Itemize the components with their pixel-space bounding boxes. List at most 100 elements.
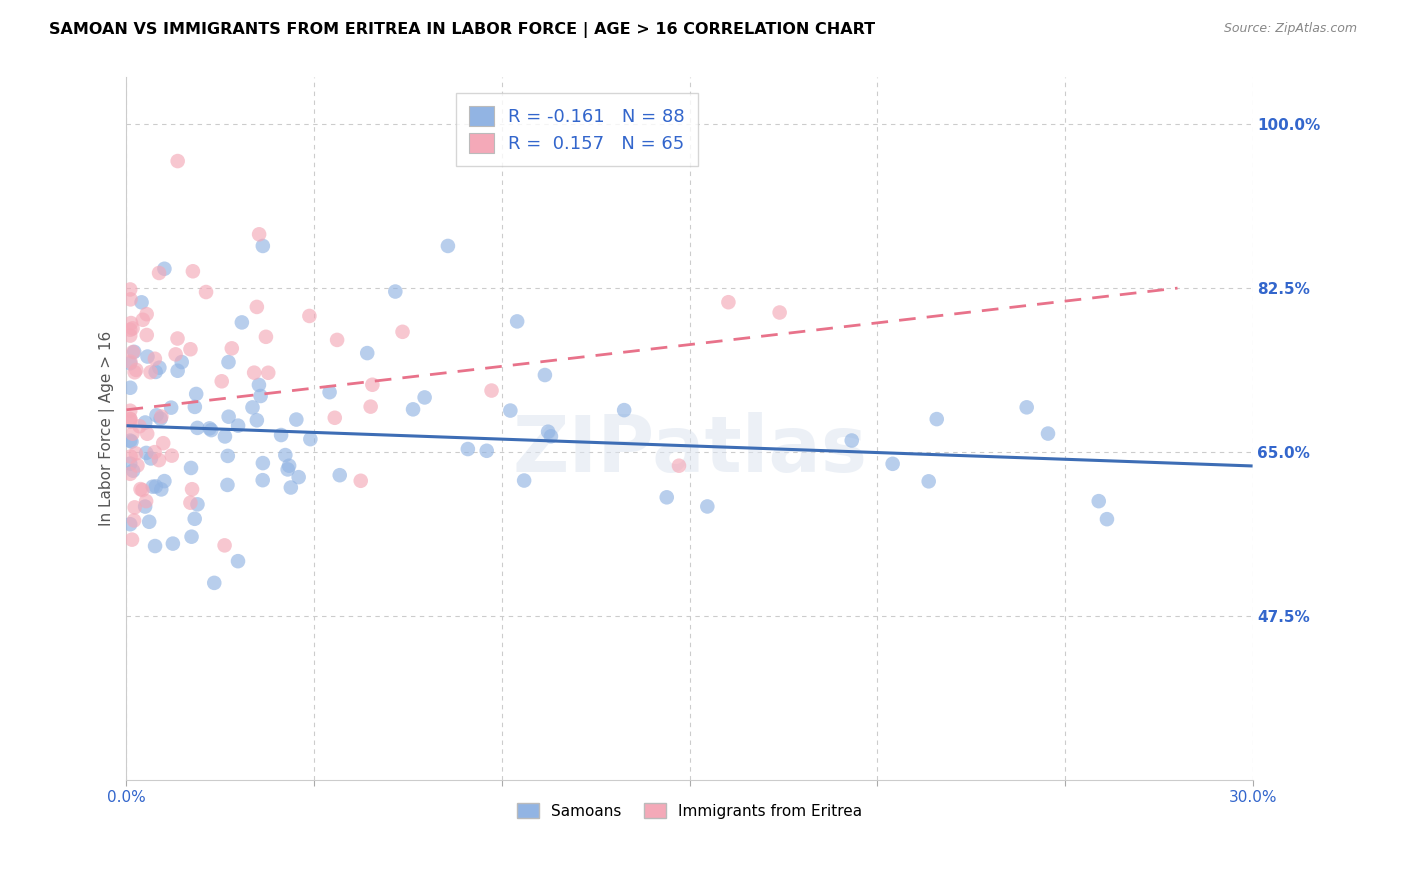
Point — [481, 384, 503, 398]
Point — [134, 500, 156, 514]
Point — [145, 409, 167, 423]
Point — [132, 312, 155, 326]
Text: SAMOAN VS IMMIGRANTS FROM ERITREA IN LABOR FORCE | AGE > 16 CORRELATION CHART: SAMOAN VS IMMIGRANTS FROM ERITREA IN LAB… — [49, 22, 876, 38]
Point — [143, 351, 166, 366]
Point — [121, 434, 143, 449]
Point — [135, 328, 157, 343]
Point — [131, 483, 153, 497]
Point — [153, 261, 176, 276]
Point — [882, 457, 904, 471]
Point — [1036, 426, 1059, 441]
Point — [120, 316, 142, 330]
Point — [138, 515, 160, 529]
Point — [125, 446, 148, 460]
Point — [148, 453, 170, 467]
Point — [180, 530, 202, 544]
Point — [280, 481, 302, 495]
Point — [143, 445, 166, 459]
Point — [183, 512, 205, 526]
Point — [120, 415, 142, 429]
Point — [246, 300, 269, 314]
Point — [142, 480, 165, 494]
Point — [121, 533, 143, 547]
Point — [270, 428, 292, 442]
Point — [217, 478, 239, 492]
Point — [1015, 401, 1038, 415]
Point — [129, 482, 152, 496]
Point — [218, 355, 240, 369]
Point — [181, 264, 204, 278]
Point — [179, 496, 201, 510]
Point — [1095, 512, 1118, 526]
Point — [145, 479, 167, 493]
Point — [120, 517, 142, 532]
Point — [277, 462, 299, 476]
Point — [252, 473, 274, 487]
Point — [145, 365, 167, 379]
Point — [1087, 494, 1109, 508]
Point — [181, 482, 204, 496]
Point — [131, 295, 153, 310]
Point — [717, 295, 740, 310]
Point — [457, 442, 479, 456]
Point — [696, 500, 718, 514]
Point — [200, 423, 222, 437]
Point — [120, 457, 142, 471]
Point — [537, 425, 560, 439]
Point — [120, 283, 142, 297]
Point — [184, 400, 207, 414]
Point — [437, 239, 460, 253]
Point — [249, 389, 271, 403]
Point — [166, 154, 188, 169]
Point — [195, 285, 218, 299]
Point — [247, 378, 270, 392]
Point — [122, 513, 145, 527]
Point — [135, 307, 157, 321]
Point — [152, 436, 174, 450]
Point — [252, 239, 274, 253]
Point — [287, 470, 309, 484]
Point — [299, 432, 322, 446]
Point — [165, 347, 187, 361]
Text: ZIPatlas: ZIPatlas — [512, 411, 868, 488]
Point — [179, 343, 201, 357]
Point — [148, 266, 170, 280]
Point — [534, 368, 557, 382]
Point — [217, 449, 239, 463]
Point — [221, 342, 243, 356]
Point — [139, 451, 162, 466]
Point — [202, 575, 225, 590]
Point — [135, 494, 157, 508]
Point — [274, 448, 297, 462]
Point — [402, 402, 425, 417]
Point — [135, 446, 157, 460]
Point — [120, 328, 142, 343]
Point — [285, 412, 308, 426]
Point — [211, 374, 233, 388]
Point — [769, 305, 792, 319]
Point — [214, 429, 236, 443]
Point — [180, 461, 202, 475]
Point — [136, 426, 159, 441]
Point — [278, 458, 301, 473]
Point — [143, 539, 166, 553]
Point — [925, 412, 948, 426]
Point — [841, 434, 863, 448]
Point — [170, 355, 193, 369]
Point — [160, 449, 183, 463]
Point — [329, 468, 352, 483]
Point — [243, 366, 266, 380]
Point — [120, 293, 142, 307]
Point — [124, 500, 146, 515]
Y-axis label: In Labor Force | Age > 16: In Labor Force | Age > 16 — [100, 331, 115, 526]
Point — [120, 403, 142, 417]
Point — [218, 409, 240, 424]
Point — [121, 321, 143, 335]
Point — [326, 333, 349, 347]
Point — [120, 434, 142, 448]
Point — [121, 426, 143, 441]
Point — [361, 377, 384, 392]
Point — [162, 536, 184, 550]
Point — [122, 345, 145, 359]
Point — [668, 458, 690, 473]
